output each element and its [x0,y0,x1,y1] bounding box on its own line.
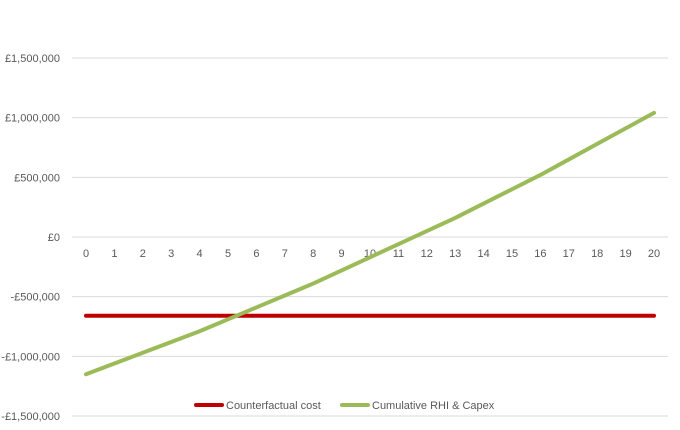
x-tick-label: 20 [648,248,660,260]
x-tick-label: 6 [253,248,259,260]
legend: Counterfactual cost Cumulative RHI & Cape… [194,400,495,412]
x-tick-label: 7 [282,248,288,260]
gridlines [72,57,668,417]
x-tick-label: 15 [506,248,518,260]
y-tick-label: £500,000 [14,172,60,184]
x-tick-label: 17 [563,248,575,260]
y-axis-tick-labels: £1,500,000 £1,000,000 £500,000 £0 -£500,000 -… [1,53,60,423]
x-axis-tick-labels: 0 1 2 3 4 5 6 7 8 9 10 11 12 13 14 15 16 17 18 19 20 [83,248,660,260]
x-tick-label: 5 [225,248,231,260]
y-tick-label: -£1,500,000 [1,411,60,423]
x-tick-label: 8 [310,248,316,260]
x-tick-label: 19 [619,248,631,260]
x-tick-label: 0 [83,248,89,260]
legend-label: Counterfactual cost [226,400,321,412]
y-tick-label: £1,000,000 [5,113,60,125]
x-tick-label: 2 [140,248,146,260]
x-tick-label: 12 [421,248,433,260]
x-tick-label: 3 [168,248,174,260]
x-tick-label: 1 [111,248,117,260]
y-tick-label: £1,500,000 [5,53,60,65]
series-line [84,110,656,377]
series-lines [84,110,656,377]
x-tick-label: 13 [449,248,461,260]
y-tick-label: £0 [48,232,60,244]
y-tick-label: -£500,000 [10,292,60,304]
x-tick-label: 11 [393,248,404,260]
legend-label: Cumulative RHI & Capex [372,400,495,412]
x-tick-label: 16 [534,248,546,260]
x-tick-label: 18 [591,248,603,260]
x-tick-label: 14 [477,248,489,260]
y-tick-label: -£1,000,000 [1,351,60,363]
x-tick-label: 9 [339,248,345,260]
x-tick-label: 4 [197,248,203,260]
